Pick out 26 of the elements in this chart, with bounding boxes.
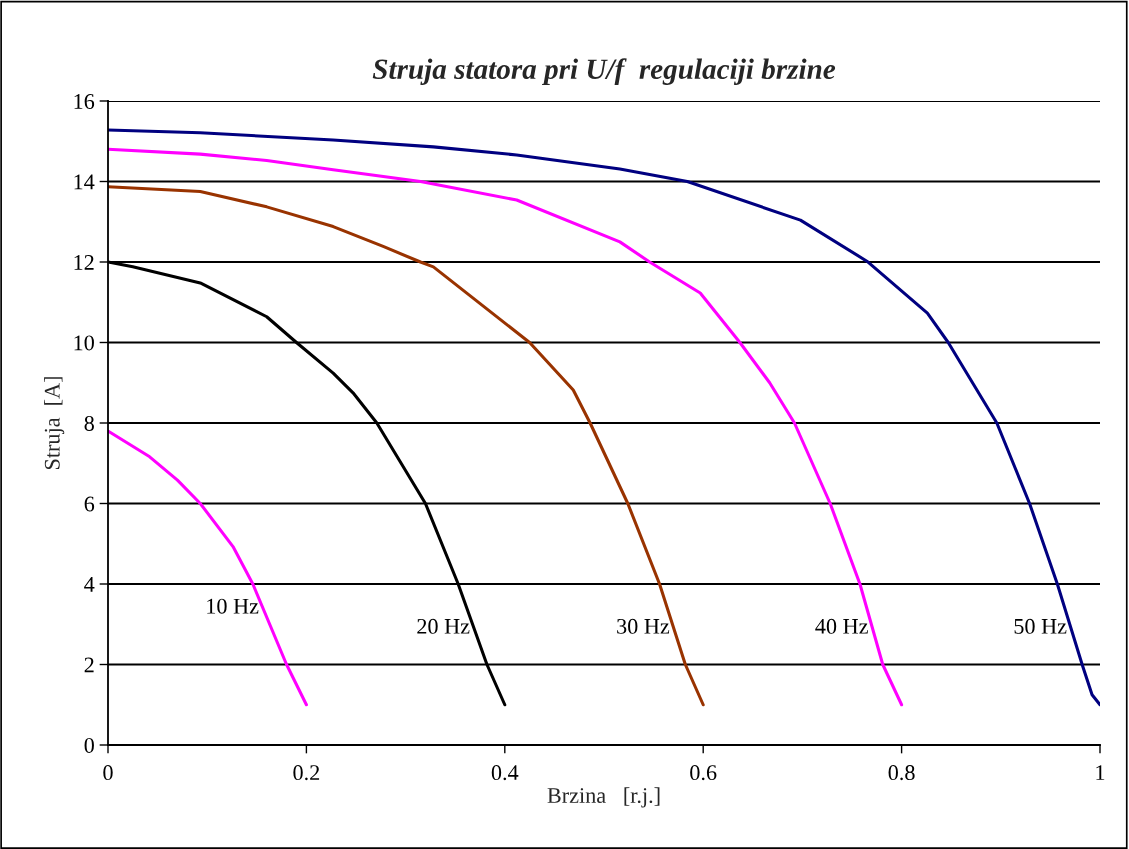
y-tick-label: 16 [74, 93, 95, 109]
x-axis-title: Brzina [r.j.] [547, 787, 660, 808]
y-tick-label: 10 [74, 335, 94, 351]
y-tick-label: 0 [84, 737, 94, 753]
series-label: 40 Hz [815, 618, 868, 634]
x-tick-label: 0 [103, 765, 113, 781]
y-tick-label: 12 [74, 254, 94, 270]
x-tick-label: 0.6 [690, 765, 717, 781]
y-tick-label: 8 [84, 415, 94, 431]
line-series [108, 429, 308, 707]
series-label: 50 Hz [1014, 618, 1067, 634]
y-axis-title: Struja [A] [44, 377, 65, 470]
chart-title: Struja statora pri U/f regulaciji brzine [372, 58, 836, 85]
series-label: 30 Hz [617, 618, 670, 634]
y-tick-label: 14 [74, 174, 95, 190]
series-label: 10 Hz [207, 598, 259, 614]
x-tick-label: 1 [1096, 765, 1105, 780]
x-tick-label: 0.2 [293, 765, 320, 781]
line-series [108, 147, 904, 707]
x-tick-label: 0.8 [888, 765, 915, 781]
y-tick-label: 2 [84, 657, 94, 673]
y-tick-label: 4 [84, 577, 95, 592]
line-series [108, 185, 705, 707]
y-tick-label: 6 [84, 496, 95, 512]
series-label: 20 Hz [417, 618, 470, 634]
x-tick-label: 0.4 [491, 765, 519, 781]
